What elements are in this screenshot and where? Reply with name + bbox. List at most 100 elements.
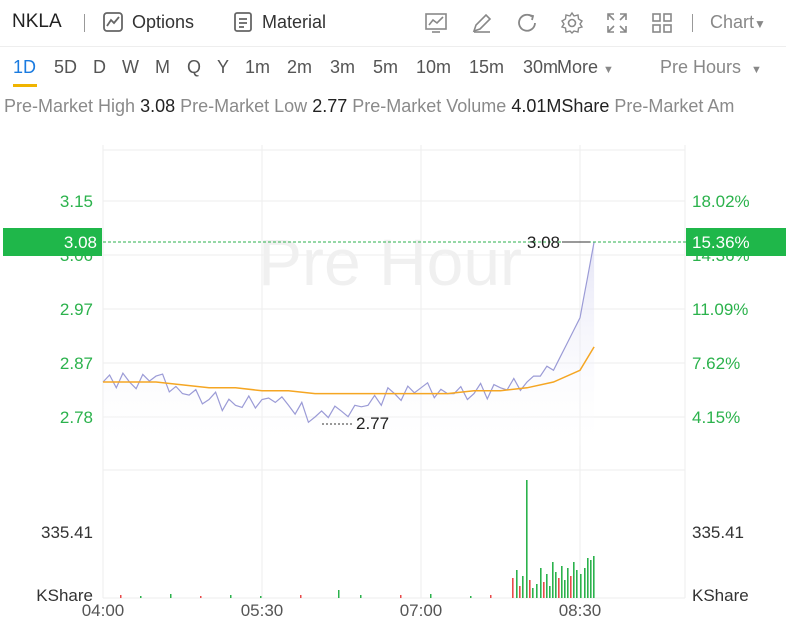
volume-bar bbox=[576, 570, 578, 598]
volume-bar bbox=[516, 570, 518, 598]
volume-bar bbox=[519, 586, 521, 598]
volume-bar bbox=[230, 595, 232, 598]
volume-bar bbox=[590, 560, 592, 598]
volume-value: 4.01MShare bbox=[511, 96, 610, 116]
chart-type-selector[interactable]: Chart▼ bbox=[710, 12, 766, 33]
options-label: Options bbox=[132, 11, 195, 32]
more-periods-button[interactable]: More ▼ bbox=[557, 57, 614, 78]
time-tick: 07:00 bbox=[400, 601, 443, 620]
time-tick: 08:30 bbox=[559, 601, 602, 620]
price-area bbox=[103, 241, 595, 455]
low-value: 2.77 bbox=[312, 96, 348, 116]
material-button[interactable]: Material bbox=[232, 11, 326, 33]
volume-bar bbox=[532, 588, 534, 598]
volume-bar bbox=[584, 568, 586, 598]
price-axis: 3.153.062.972.872.78 bbox=[60, 192, 93, 427]
current-price-badge bbox=[3, 228, 102, 256]
percent-axis: 18.02%14.36%11.09%7.62%4.15% bbox=[692, 192, 750, 427]
options-icon bbox=[103, 12, 123, 32]
average-line bbox=[103, 346, 595, 395]
volume-bar bbox=[300, 595, 302, 598]
volume-unit-left: KShare bbox=[36, 586, 93, 605]
percent-tick: 11.09% bbox=[692, 300, 748, 319]
volume-bar bbox=[512, 578, 514, 598]
period-tab-5d[interactable]: 5D bbox=[54, 57, 78, 77]
period-tabs: 1D 5D D W M Q Y 1m 2m 3m 5m 10m 15m 30m … bbox=[0, 48, 786, 87]
chart-grid bbox=[102, 145, 686, 599]
volume-bar bbox=[543, 582, 545, 598]
volume-bar bbox=[200, 596, 202, 598]
volume-bar bbox=[536, 584, 538, 598]
high-marker: 3.08 bbox=[527, 233, 560, 252]
current-pct-badge bbox=[686, 228, 786, 256]
settings-icon[interactable] bbox=[560, 11, 584, 35]
caret-down-icon: ▼ bbox=[751, 64, 762, 76]
session-label: Pre Hours bbox=[660, 57, 742, 77]
period-tab-y[interactable]: Y bbox=[217, 57, 230, 77]
refresh-icon[interactable] bbox=[515, 11, 539, 35]
active-tab-indicator bbox=[13, 84, 37, 87]
volume-bar bbox=[546, 574, 548, 598]
period-tab-d[interactable]: D bbox=[93, 57, 106, 77]
chart-selector-label: Chart bbox=[710, 12, 755, 32]
period-tab-1m[interactable]: 1m bbox=[245, 57, 271, 77]
period-tab-5m[interactable]: 5m bbox=[373, 57, 399, 77]
volume-bar bbox=[140, 596, 142, 598]
price-tick: 3.15 bbox=[60, 192, 93, 211]
period-tab-30m[interactable]: 30m bbox=[523, 57, 559, 77]
low-label: Pre-Market Low bbox=[180, 96, 308, 116]
options-button[interactable]: Options bbox=[102, 11, 194, 33]
premarket-stats: Pre-Market High 3.08 Pre-Market Low 2.77… bbox=[4, 96, 786, 117]
volume-bar bbox=[260, 596, 262, 598]
period-tab-15m[interactable]: 15m bbox=[469, 57, 505, 77]
volume-unit-right: KShare bbox=[692, 586, 749, 605]
volume-bar bbox=[570, 576, 572, 598]
volume-bar bbox=[430, 594, 432, 598]
volume-max-right: 335.41 bbox=[692, 523, 744, 542]
volume-bar bbox=[120, 595, 122, 598]
layout-icon[interactable] bbox=[650, 11, 674, 35]
volume-bar bbox=[170, 594, 172, 598]
volume-bar bbox=[526, 480, 528, 598]
volume-bar bbox=[529, 580, 531, 598]
amount-label: Pre-Market Am bbox=[614, 96, 735, 116]
volume-bar bbox=[470, 596, 472, 598]
volume-bar bbox=[587, 558, 589, 598]
period-tab-w[interactable]: W bbox=[122, 57, 139, 77]
volume-bar bbox=[490, 595, 492, 598]
volume-bar bbox=[593, 556, 595, 598]
period-tab-3m[interactable]: 3m bbox=[330, 57, 356, 77]
high-label: Pre-Market High bbox=[4, 96, 136, 116]
fullscreen-icon[interactable] bbox=[605, 11, 629, 35]
period-tab-10m[interactable]: 10m bbox=[416, 57, 452, 77]
current-price-label: 3.08 bbox=[64, 233, 97, 252]
divider bbox=[692, 14, 693, 32]
volume-bar bbox=[561, 566, 563, 598]
volume-bar bbox=[564, 580, 566, 598]
period-tab-2m[interactable]: 2m bbox=[287, 57, 313, 77]
period-tab-1d[interactable]: 1D bbox=[13, 57, 37, 77]
volume-bar bbox=[540, 568, 542, 598]
price-tick: 2.87 bbox=[60, 354, 93, 373]
volume-max-left: 335.41 bbox=[41, 523, 93, 542]
time-tick: 04:00 bbox=[82, 601, 125, 620]
divider bbox=[84, 14, 85, 32]
high-value: 3.08 bbox=[140, 96, 176, 116]
indicator-icon[interactable] bbox=[424, 11, 448, 35]
price-tick: 2.97 bbox=[60, 300, 93, 319]
current-pct-label: 15.36% bbox=[692, 233, 750, 252]
volume-bar bbox=[360, 595, 362, 598]
percent-tick: 18.02% bbox=[692, 192, 750, 211]
volume-bars bbox=[120, 480, 595, 598]
period-tab-q[interactable]: Q bbox=[187, 57, 202, 77]
period-tab-m[interactable]: M bbox=[155, 57, 170, 77]
low-marker: 2.77 bbox=[356, 414, 389, 433]
session-selector[interactable]: Pre Hours ▼ bbox=[660, 57, 762, 78]
ticker-symbol[interactable]: NKLA bbox=[12, 11, 62, 32]
volume-bar bbox=[555, 572, 557, 598]
draw-icon[interactable] bbox=[470, 11, 494, 35]
material-label: Material bbox=[262, 11, 327, 32]
watermark: Pre Hour bbox=[258, 225, 522, 299]
volume-bar bbox=[567, 568, 569, 598]
